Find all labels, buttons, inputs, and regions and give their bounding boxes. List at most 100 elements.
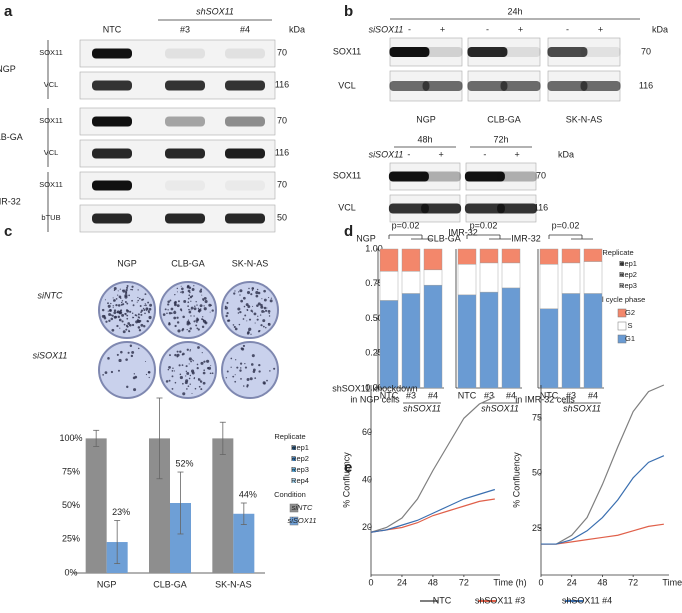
colony — [191, 371, 195, 375]
treatment-label: siSOX11 — [369, 149, 404, 159]
colony — [258, 370, 261, 373]
colony — [259, 314, 262, 316]
colony — [143, 325, 146, 328]
band — [500, 81, 541, 91]
colony — [209, 311, 211, 313]
colony — [179, 350, 182, 353]
colony — [196, 366, 199, 370]
colony — [173, 310, 177, 315]
x-tick-label: #3 — [484, 390, 494, 400]
colony — [184, 381, 188, 385]
colony — [149, 303, 153, 307]
colony — [116, 324, 119, 328]
colony — [246, 309, 249, 311]
colony — [200, 288, 203, 291]
colony — [137, 347, 140, 350]
bar-segment — [539, 248, 559, 265]
protein-label: bTUB — [41, 213, 60, 222]
colony — [257, 291, 261, 295]
colony — [136, 301, 138, 303]
colony — [142, 298, 145, 301]
legend-title: Cell cycle phase — [591, 295, 646, 304]
colony — [204, 321, 208, 325]
colony — [120, 301, 123, 304]
colony — [138, 329, 142, 332]
band — [547, 47, 588, 57]
colony — [179, 375, 183, 380]
legend-label: G2 — [625, 308, 635, 317]
legend-label: shSOX11 #4 — [562, 595, 612, 605]
colony — [240, 347, 243, 350]
bar-segment — [583, 293, 603, 389]
colony — [144, 293, 147, 296]
colony — [186, 329, 188, 331]
colony — [247, 305, 251, 309]
bar-segment — [457, 294, 477, 389]
plate-column-label: SK-N-AS — [232, 258, 269, 268]
lane-label: + — [598, 24, 603, 34]
colony — [118, 295, 122, 299]
chart-subtitle: in NGP cells — [350, 394, 400, 404]
colony — [134, 314, 137, 317]
colony — [262, 319, 266, 323]
colony — [268, 296, 270, 299]
colony — [167, 309, 169, 311]
colony — [182, 327, 185, 331]
kda-header: kDa — [652, 24, 668, 34]
colony — [239, 294, 241, 296]
colony — [253, 312, 257, 316]
colony — [193, 320, 196, 323]
band — [92, 148, 132, 159]
bar-segment — [401, 248, 421, 272]
colony — [200, 388, 203, 391]
colony — [173, 316, 177, 320]
colony — [132, 376, 136, 380]
colony — [171, 387, 174, 390]
colony — [147, 301, 150, 304]
colony — [198, 311, 201, 313]
legend-label: Rep2 — [619, 270, 637, 279]
x-tick-label: 24 — [567, 577, 577, 587]
colony — [242, 318, 245, 320]
colony — [194, 387, 197, 390]
colony — [170, 307, 174, 311]
x-tick-label: #3 — [566, 390, 576, 400]
colony — [262, 325, 265, 328]
bar-segment — [401, 271, 421, 294]
colony — [128, 330, 131, 333]
colony — [180, 310, 183, 312]
colony — [125, 309, 128, 312]
colony — [238, 291, 240, 293]
value-label: 52% — [175, 458, 193, 468]
colony — [132, 304, 135, 307]
legend-swatch — [617, 308, 627, 318]
protein-label: VCL — [338, 202, 356, 212]
colony — [198, 385, 201, 388]
colony — [186, 372, 190, 375]
colony — [198, 308, 202, 312]
protein-label: SOX11 — [39, 180, 63, 189]
kda-label: 70 — [641, 46, 651, 56]
colony — [176, 316, 179, 319]
band — [497, 171, 538, 182]
plate-row-label: siNTC — [38, 290, 63, 300]
colony — [186, 388, 188, 390]
legend-label: siNTC — [292, 503, 313, 512]
band — [165, 116, 205, 127]
colony — [211, 309, 214, 312]
colony — [119, 310, 123, 315]
legend-swatch — [617, 334, 627, 344]
colony — [239, 369, 242, 372]
bar-segment — [561, 293, 581, 389]
protein-label: VCL — [44, 80, 59, 89]
colony — [254, 322, 256, 324]
colony — [189, 327, 192, 330]
lane-label: + — [514, 149, 519, 159]
colony — [187, 297, 190, 300]
colony — [225, 314, 228, 318]
legend-label: Rep1 — [291, 443, 309, 452]
colony — [107, 310, 109, 312]
colony — [182, 382, 184, 385]
legend-title: Replicate — [274, 432, 305, 441]
